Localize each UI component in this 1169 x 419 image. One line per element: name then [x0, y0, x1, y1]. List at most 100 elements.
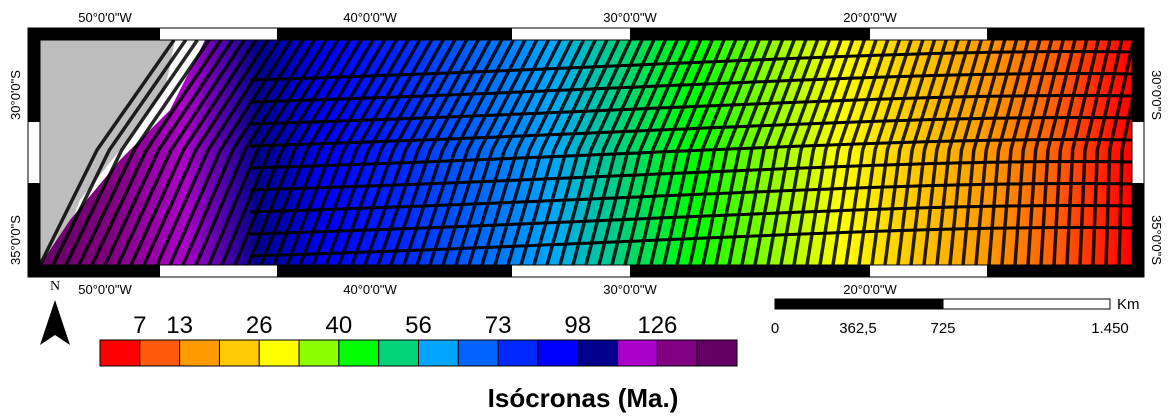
- isochron-line: [77, 40, 211, 265]
- scale-unit: Km: [1117, 296, 1140, 313]
- frame-segment: [987, 265, 1144, 277]
- isochron-line: [376, 40, 480, 265]
- frame-segment: [28, 265, 160, 277]
- isochron-line: [558, 40, 644, 265]
- legend-swatch: [577, 339, 619, 367]
- legend-swatch: [139, 339, 181, 367]
- isochron-line: [584, 40, 667, 265]
- north-label: N: [50, 279, 60, 294]
- frame-segment: [277, 265, 512, 277]
- frame-segment: [28, 183, 40, 265]
- fracture-zone: [249, 182, 1132, 214]
- scale-label: 362,5: [839, 320, 877, 337]
- legend-title: Isócronas (Ma.): [488, 383, 679, 413]
- isochron-line: [623, 40, 703, 265]
- isochron-line: [727, 40, 796, 265]
- isochron-line: [519, 40, 609, 265]
- legend-label: 26: [246, 312, 273, 339]
- legend-swatch: [457, 339, 499, 367]
- fracture-zone: [249, 138, 1132, 170]
- isochron-line: [493, 40, 586, 265]
- legend-label: 98: [564, 312, 591, 339]
- frame-segment: [630, 265, 870, 277]
- legend-label: 73: [485, 312, 512, 339]
- isochron-line: [987, 40, 1030, 265]
- isochron-line: [51, 40, 188, 265]
- isochron-line: [961, 40, 1007, 265]
- map-area: [40, 40, 1132, 265]
- isochron-line: [116, 40, 246, 265]
- isochron-line: [194, 40, 316, 265]
- isochron-line: [571, 40, 656, 265]
- isochron-line: [597, 40, 679, 265]
- isochron-line: [805, 40, 866, 265]
- isochron-line: [935, 40, 983, 265]
- legend-label: 40: [326, 312, 353, 339]
- fracture-zone: [249, 160, 1132, 192]
- right-tick-label: 35°0'0"S: [1149, 215, 1164, 265]
- isochron-line: [103, 40, 234, 265]
- isochron-line: [480, 40, 574, 265]
- fracture-zone: [249, 226, 1132, 258]
- isochron-line: [766, 40, 831, 265]
- legend-swatch: [99, 339, 141, 367]
- fracture-zone: [249, 94, 1132, 126]
- scale-label: 1.450: [1091, 320, 1129, 337]
- isochron-line: [64, 40, 199, 265]
- isochron-line: [545, 40, 632, 265]
- isochron-line: [207, 40, 328, 265]
- isochron-line: [389, 40, 492, 265]
- isochron-line: [142, 40, 270, 265]
- legend-swatch: [418, 339, 459, 367]
- isochron-line: [922, 40, 972, 265]
- legend-swatch: [298, 339, 340, 367]
- isochron-line: [181, 40, 305, 265]
- legend-swatch: [617, 339, 658, 367]
- frame-segment: [1132, 183, 1144, 265]
- scale-bar-black: [774, 298, 944, 310]
- isochron-line: [636, 40, 714, 265]
- isochron-line: [740, 40, 808, 265]
- isochron-line: [40, 40, 176, 265]
- isochron-line: [363, 40, 469, 265]
- isochron-line: [532, 40, 621, 265]
- isochron-line: [129, 40, 258, 265]
- isochron-line: [753, 40, 820, 265]
- left-tick-label: 30°0'0"S: [8, 70, 23, 120]
- legend-swatch: [497, 339, 539, 367]
- isochron-line: [779, 40, 843, 265]
- isochron-line: [974, 40, 1019, 265]
- top-tick-label: 30°0'0"W: [603, 10, 657, 25]
- top-tick-label: 50°0'0"W: [78, 10, 132, 25]
- right-tick-label: 30°0'0"S: [1149, 70, 1164, 120]
- legend-swatch: [218, 339, 260, 367]
- north-arrow: [40, 300, 70, 345]
- fracture-zone: [249, 72, 1132, 104]
- frame-segment: [28, 28, 160, 40]
- top-tick-label: 40°0'0"W: [343, 10, 397, 25]
- frame-segment: [277, 28, 512, 40]
- bottom-tick-label: 50°0'0"W: [78, 282, 132, 297]
- legend-swatch: [537, 339, 579, 367]
- isochron-line: [402, 40, 504, 265]
- scale-label: 0: [771, 320, 779, 337]
- isochron-line: [168, 40, 293, 265]
- isochron-line: [337, 40, 445, 265]
- legend-swatch: [258, 339, 300, 367]
- isochron-line: [155, 40, 281, 265]
- isochron-line: [311, 40, 422, 265]
- frame-segment: [987, 28, 1144, 40]
- frame-segment: [1132, 40, 1144, 122]
- isochron-line: [610, 40, 691, 265]
- left-tick-label: 35°0'0"S: [8, 215, 23, 265]
- legend-label: 126: [637, 312, 677, 339]
- bottom-tick-label: 40°0'0"W: [343, 282, 397, 297]
- isochron-line: [948, 40, 995, 265]
- legend-label: 56: [405, 312, 432, 339]
- scale-bar-white: [942, 298, 1111, 310]
- bottom-tick-label: 20°0'0"W: [843, 282, 897, 297]
- fracture-zone: [249, 204, 1132, 236]
- legend-label: 7: [133, 312, 146, 339]
- isochron-line: [350, 40, 457, 265]
- isochron-line: [792, 40, 855, 265]
